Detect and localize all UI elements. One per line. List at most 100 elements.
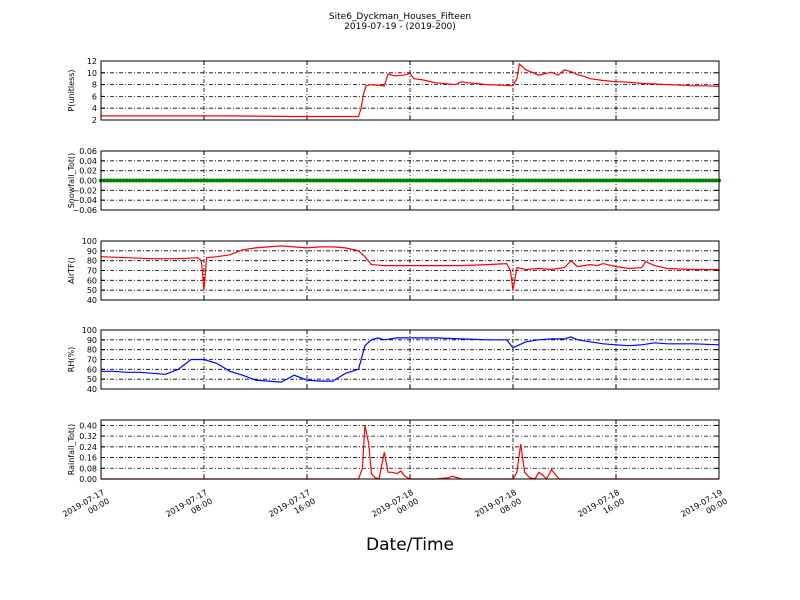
snowfall-point <box>372 178 377 183</box>
snowfall-point <box>568 178 573 183</box>
snowfall-point <box>305 178 309 183</box>
snowfall-point <box>440 178 445 183</box>
snowfall-point <box>691 178 696 183</box>
snowfall-point <box>337 178 342 183</box>
snowfall-point <box>697 178 702 183</box>
snowfall-point <box>527 178 532 183</box>
panel-frame <box>100 240 720 301</box>
snowfall-point <box>578 178 583 183</box>
snowfall-point <box>327 178 332 183</box>
snowfall-point <box>308 178 313 183</box>
snowfall-point <box>160 178 165 183</box>
snowfall-point <box>127 178 132 183</box>
snowfall-point <box>614 178 618 183</box>
snowfall-point <box>266 178 271 183</box>
snowfall-point <box>218 178 223 183</box>
panel-grid <box>100 420 720 480</box>
x-tick-label: 2019-07-1816:00 <box>576 488 626 528</box>
snowfall-point <box>565 178 570 183</box>
snowfall-point <box>224 178 229 183</box>
snowfall-point <box>230 178 235 183</box>
x-tick-label: 2019-07-1808:00 <box>473 488 523 528</box>
panel-frame <box>100 150 720 211</box>
snowfall-point <box>642 178 647 183</box>
y-tick-label: −0.06 <box>72 206 97 215</box>
snowfall-point <box>620 178 625 183</box>
y-tick-label: 2 <box>92 116 97 125</box>
snowfall-point <box>214 178 219 183</box>
snowfall-point <box>549 178 554 183</box>
snowfall-point <box>118 178 123 183</box>
snowfall-point <box>636 178 641 183</box>
snowfall-point <box>124 178 129 183</box>
snowfall-point <box>346 178 351 183</box>
snowfall-point <box>301 178 306 183</box>
y-tick-label: 0.40 <box>79 421 97 430</box>
snowfall-point <box>433 178 438 183</box>
snowfall-point <box>247 178 252 183</box>
snowfall-point <box>144 178 149 183</box>
y-tick-label: 80 <box>87 346 97 355</box>
snowfall-point <box>427 178 432 183</box>
panels: 24681012P(unitless)−0.06−0.04−0.020.000.… <box>67 57 721 484</box>
snowfall-point <box>704 178 709 183</box>
snowfall-point <box>617 178 622 183</box>
y-tick-label: 80 <box>87 257 97 266</box>
snowfall-point <box>520 178 525 183</box>
snowfall-point <box>153 178 158 183</box>
y-tick-label: 0.06 <box>79 147 97 156</box>
snowfall-point <box>694 178 699 183</box>
snowfall-point <box>179 178 184 183</box>
series-line-punitless <box>101 62 720 118</box>
snowfall-point <box>314 178 319 183</box>
snowfall-point <box>655 178 660 183</box>
snowfall-point <box>202 178 206 183</box>
series-line-rainfalltot <box>101 425 719 481</box>
x-axis-tick-labels: 2019-07-1700:00 2019-07-1708:00 2019-07-17… <box>61 488 729 528</box>
snowfall-point <box>359 178 364 183</box>
snowfall-point <box>610 178 615 183</box>
y-tick-label: 0.08 <box>79 464 97 473</box>
snowfall-point <box>494 178 499 183</box>
snowfall-point <box>436 178 441 183</box>
snowfall-point <box>237 178 242 183</box>
snowfall-point <box>340 178 345 183</box>
snowfall-point <box>243 178 248 183</box>
snowfall-point <box>630 178 635 183</box>
snowfall-point <box>472 178 477 183</box>
snowfall-point <box>498 178 503 183</box>
x-tick-label: 2019-07-1708:00 <box>164 488 214 528</box>
snowfall-point <box>166 178 171 183</box>
snowfall-point <box>147 178 152 183</box>
snowfall-point <box>395 178 400 183</box>
snowfall-point <box>581 178 586 183</box>
snowfall-point <box>591 178 596 183</box>
series-line-airtf <box>100 245 719 291</box>
snowfall-point <box>343 178 348 183</box>
snowfall-point <box>411 178 416 183</box>
x-axis-label: Date/Time <box>366 535 454 555</box>
x-tick-label: 2019-07-1716:00 <box>267 488 317 528</box>
snowfall-point <box>163 178 168 183</box>
snowfall-point <box>681 178 686 183</box>
snowfall-point <box>588 178 593 183</box>
snowfall-point <box>562 178 567 183</box>
snowfall-point <box>646 178 651 183</box>
snowfall-point <box>176 178 181 183</box>
y-tick-label: 0.04 <box>79 157 97 166</box>
snowfall-point <box>350 178 355 183</box>
snowfall-point <box>575 178 580 183</box>
y-axis-label: RH(%) <box>67 347 76 372</box>
y-tick-label: 0.24 <box>79 443 97 452</box>
snowfall-point <box>517 178 522 183</box>
y-axis-label: Rainfall_Tot() <box>67 424 76 476</box>
y-tick-label: 100 <box>82 237 97 246</box>
snowfall-point <box>330 178 335 183</box>
y-tick-label: 0.00 <box>79 177 97 186</box>
snowfall-point <box>375 178 380 183</box>
y-tick-label: 4 <box>92 104 97 113</box>
y-tick-label: 0.32 <box>79 432 97 441</box>
snowfall-point <box>173 178 178 183</box>
